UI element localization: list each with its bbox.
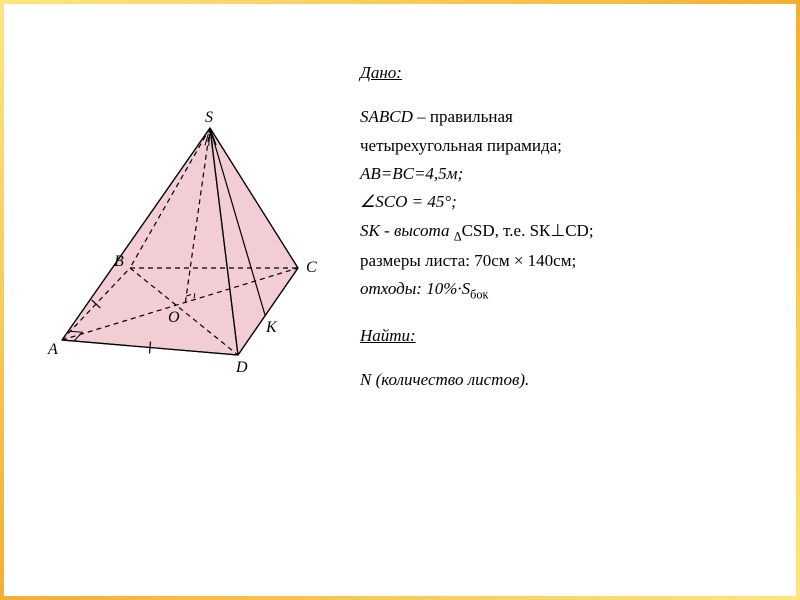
given-heading: Дано: bbox=[360, 60, 770, 86]
pyramid-svg: S A B С D О К bbox=[40, 110, 340, 390]
svg-text:D: D bbox=[235, 359, 248, 376]
given-line-5a: SК - высота bbox=[360, 221, 454, 240]
given-line-5c: СSD, т.е. SК⊥СD; bbox=[462, 221, 594, 240]
given-line-7a: отходы: 10%·S bbox=[360, 279, 470, 298]
find-heading: Найти: bbox=[360, 323, 770, 349]
svg-text:С: С bbox=[306, 259, 317, 276]
given-line-6: размеры листа: 70см × 140см; bbox=[360, 248, 770, 274]
given-line-7: отходы: 10%·Sбок bbox=[360, 276, 770, 304]
given-line-2: четырехугольная пирамида; bbox=[360, 133, 770, 159]
problem-text: Дано: SABCD – правильная четырехугольная… bbox=[360, 60, 770, 395]
pyramid-name: SABCD bbox=[360, 107, 413, 126]
slide-frame: { "frame": { "border_color": "#f0b030", … bbox=[0, 0, 800, 600]
given-line-4: ∠SCO = 45°; bbox=[360, 189, 770, 215]
given-line-1b: – правильная bbox=[413, 107, 513, 126]
svg-text:S: S bbox=[205, 110, 213, 126]
svg-text:К: К bbox=[265, 319, 278, 336]
pyramid-diagram: S A B С D О К bbox=[40, 110, 340, 390]
find-line: N (количество листов). bbox=[360, 367, 770, 393]
given-line-7-sub: бок bbox=[470, 288, 488, 302]
given-line-5: SК - высота ΔСSD, т.е. SК⊥СD; bbox=[360, 218, 770, 246]
svg-text:A: A bbox=[47, 341, 58, 358]
svg-text:О: О bbox=[168, 309, 180, 326]
given-block: SABCD – правильная четырехугольная пирам… bbox=[360, 104, 770, 304]
given-line-5-triangle: Δ bbox=[454, 229, 462, 243]
given-line-3: AB=BC=4,5м; bbox=[360, 161, 770, 187]
given-line-1: SABCD – правильная bbox=[360, 104, 770, 130]
svg-text:B: B bbox=[114, 253, 124, 270]
